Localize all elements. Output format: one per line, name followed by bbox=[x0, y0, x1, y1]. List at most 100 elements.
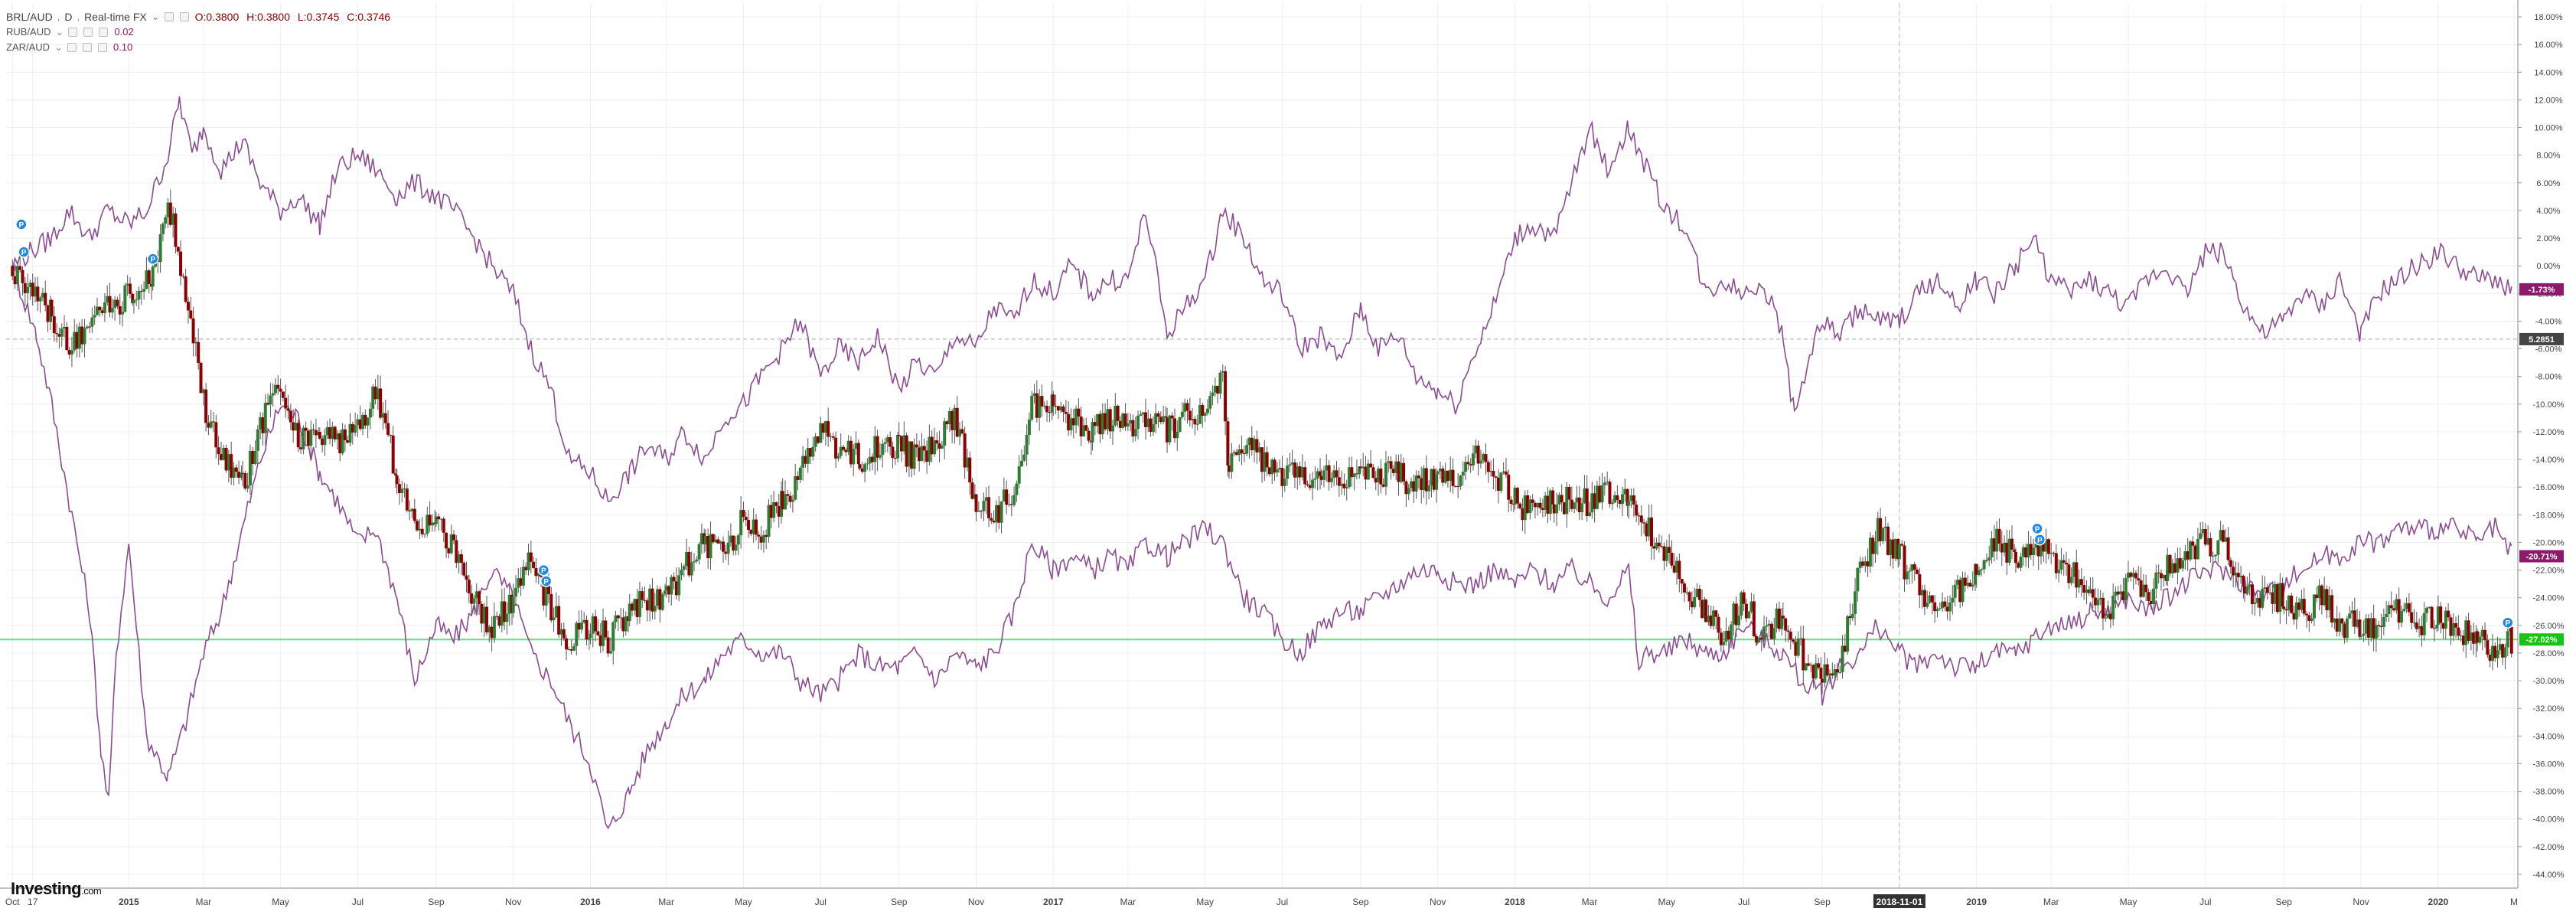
candle-body bbox=[2052, 552, 2056, 554]
candle-body bbox=[2054, 553, 2058, 573]
candle-body bbox=[1469, 464, 1472, 466]
candle-body bbox=[2323, 589, 2327, 606]
main-series-legend[interactable]: BRL/AUD, D, Real-time FX ⌄ O:0.3800 H:0.… bbox=[6, 9, 395, 25]
candle-body bbox=[1108, 409, 1112, 432]
x-tick-label: 2020 bbox=[2428, 897, 2449, 907]
candle-body bbox=[452, 534, 456, 541]
chevron-down-icon[interactable]: ⌄ bbox=[55, 26, 64, 38]
candle-body bbox=[34, 286, 37, 297]
candle-body bbox=[937, 443, 941, 449]
candle-body bbox=[2366, 618, 2370, 638]
candle-body bbox=[769, 505, 773, 518]
candle-body bbox=[335, 433, 339, 439]
overlay-legend-zar[interactable]: ZAR/AUD ⌄ 0.10 bbox=[6, 40, 395, 55]
candle-body bbox=[1647, 517, 1651, 537]
candle-body bbox=[777, 505, 781, 517]
candle-body bbox=[1218, 372, 1222, 394]
candle-body bbox=[1293, 462, 1296, 478]
eye-icon[interactable] bbox=[68, 28, 78, 37]
candle-body bbox=[960, 429, 964, 434]
candle-body bbox=[1995, 528, 1999, 552]
candle-body bbox=[2387, 605, 2391, 615]
settings-icon[interactable] bbox=[82, 43, 92, 52]
overlay-legend-rub[interactable]: RUB/AUD ⌄ 0.02 bbox=[6, 25, 395, 40]
close-icon[interactable] bbox=[99, 28, 109, 37]
candle-body bbox=[224, 447, 228, 471]
candle-body bbox=[2013, 549, 2017, 552]
candle-body bbox=[1918, 573, 1922, 596]
candle-body bbox=[1828, 673, 1832, 676]
candle-body bbox=[279, 388, 282, 392]
candle-body bbox=[201, 389, 205, 394]
candle-body bbox=[1752, 601, 1756, 636]
close-icon[interactable] bbox=[97, 43, 107, 52]
candle-body bbox=[920, 446, 924, 462]
candle-body bbox=[1300, 467, 1304, 478]
candle-body bbox=[1814, 663, 1818, 679]
event-marker-glyph: P bbox=[2037, 537, 2043, 545]
eye-icon[interactable] bbox=[164, 12, 174, 21]
candle-body bbox=[2094, 597, 2098, 606]
candle-body bbox=[1061, 406, 1065, 412]
candle-body bbox=[585, 619, 589, 640]
candle-body bbox=[73, 332, 77, 351]
candle-body bbox=[806, 448, 810, 464]
candle-body bbox=[1038, 396, 1042, 418]
candle-body bbox=[2320, 585, 2323, 606]
chevron-down-icon[interactable]: ⌄ bbox=[151, 11, 160, 22]
candle-body bbox=[373, 386, 377, 400]
candle-body bbox=[2098, 597, 2102, 599]
candle-body bbox=[1278, 468, 1282, 470]
candle-body bbox=[2229, 560, 2232, 567]
candle-body bbox=[1126, 423, 1130, 427]
candle-body bbox=[121, 312, 125, 315]
candle-body bbox=[2162, 574, 2166, 579]
candle-body bbox=[1143, 412, 1147, 427]
candle-body bbox=[70, 350, 73, 355]
candle-body bbox=[1159, 417, 1162, 423]
candle-body bbox=[1327, 465, 1331, 482]
event-marker-icon bbox=[146, 253, 159, 265]
candle-body bbox=[1757, 637, 1761, 643]
eye-icon[interactable] bbox=[67, 43, 77, 52]
candle-body bbox=[1585, 488, 1589, 516]
candle-body bbox=[1974, 564, 1978, 575]
candle-body bbox=[2253, 603, 2257, 605]
candle-body bbox=[1422, 468, 1426, 491]
candle-body bbox=[2032, 547, 2036, 556]
candle-body bbox=[2327, 595, 2331, 611]
candle-body bbox=[645, 600, 649, 611]
candle-body bbox=[1781, 616, 1785, 619]
x-tick-label: Sep bbox=[2276, 897, 2293, 907]
candle-body bbox=[2282, 606, 2286, 609]
candle-body bbox=[1943, 601, 1947, 607]
candle-body bbox=[2232, 567, 2235, 576]
x-tick-label: Nov bbox=[2353, 897, 2369, 907]
candle-body bbox=[567, 649, 571, 651]
candle-body bbox=[50, 299, 54, 317]
x-tick-label: Jul bbox=[1738, 897, 1749, 907]
candle-body bbox=[1198, 405, 1202, 424]
candle-body bbox=[860, 468, 864, 472]
candle-body bbox=[1332, 470, 1336, 479]
candle-body bbox=[2242, 576, 2245, 586]
chevron-down-icon[interactable]: ⌄ bbox=[54, 41, 63, 53]
candle-body bbox=[1635, 505, 1639, 516]
candle-body bbox=[1245, 445, 1249, 454]
candle-body bbox=[2221, 530, 2225, 542]
y-tick-label: -30.00% bbox=[2533, 677, 2565, 686]
settings-icon[interactable] bbox=[179, 12, 189, 21]
candle-body bbox=[660, 594, 664, 610]
candle-body bbox=[2461, 635, 2465, 645]
candle-body bbox=[1941, 601, 1945, 609]
candle-body bbox=[1930, 595, 1934, 603]
candle-body bbox=[191, 318, 195, 344]
settings-icon[interactable] bbox=[83, 28, 93, 37]
candle-body bbox=[1897, 544, 1901, 560]
candle-body bbox=[1410, 481, 1414, 488]
candle-body bbox=[2457, 627, 2460, 636]
candle-body bbox=[1600, 485, 1604, 503]
candle-body bbox=[161, 224, 165, 235]
candle-body bbox=[368, 408, 372, 418]
